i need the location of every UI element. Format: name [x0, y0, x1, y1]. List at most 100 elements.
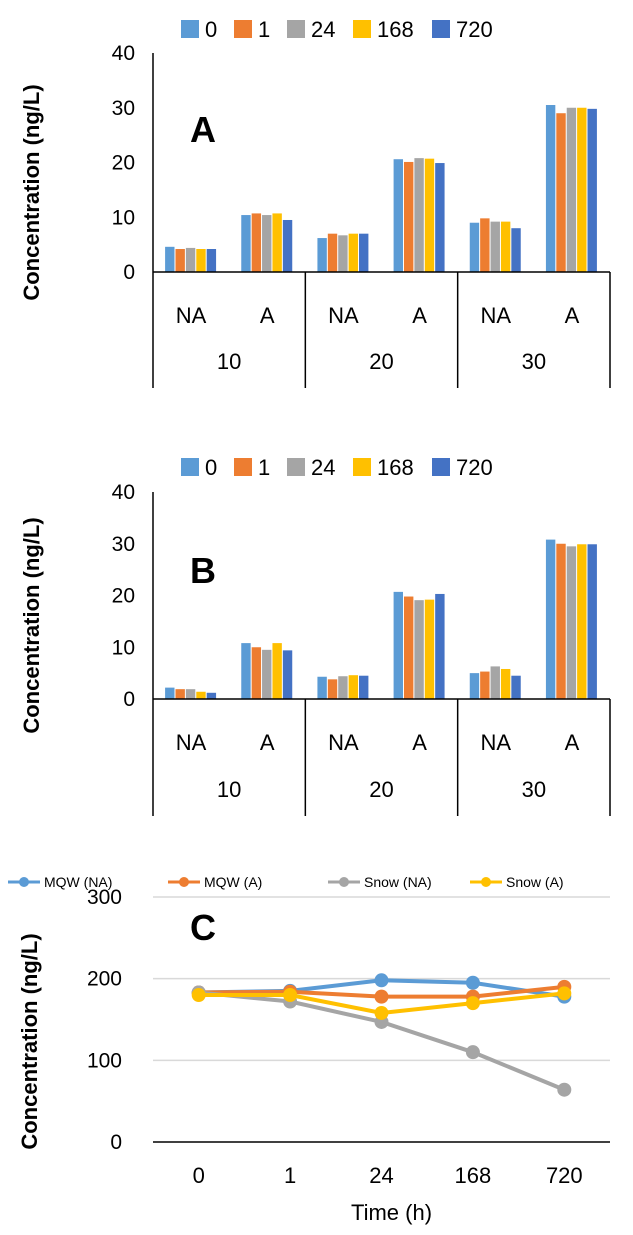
bar	[500, 668, 511, 699]
bar	[338, 676, 348, 699]
bar	[241, 215, 251, 272]
data-point	[374, 973, 389, 988]
y-axis-title: Concentration (ng/L)	[17, 933, 42, 1149]
legend-label: Snow (NA)	[364, 874, 432, 890]
bar	[282, 219, 293, 272]
y-tick-label: 10	[112, 636, 135, 659]
bar	[206, 249, 217, 272]
y-tick-label: 20	[112, 585, 135, 608]
legend-swatch	[353, 458, 371, 476]
bar	[403, 161, 414, 272]
bar	[566, 546, 577, 699]
bar	[206, 692, 217, 699]
bar	[414, 158, 424, 272]
x-category-label: NA	[480, 303, 511, 328]
bar	[317, 238, 327, 272]
x-category-label: A	[565, 303, 580, 328]
x-group-label: 30	[522, 777, 546, 802]
bar	[175, 249, 185, 272]
data-point	[557, 986, 572, 1001]
y-tick-label: 10	[112, 206, 135, 229]
legend-swatch	[432, 20, 450, 38]
bar	[414, 600, 424, 699]
legend-label: 168	[377, 455, 414, 480]
bar	[556, 113, 566, 272]
legend-label: 24	[311, 17, 335, 42]
legend-label: 1	[258, 455, 270, 480]
x-category-label: NA	[328, 303, 359, 328]
x-group-label: 30	[522, 349, 546, 374]
bar	[393, 159, 403, 272]
y-tick-label: 100	[87, 1049, 122, 1072]
panel-label: B	[190, 550, 216, 591]
y-tick-label: 20	[112, 152, 135, 175]
data-point	[465, 996, 480, 1011]
x-category-label: NA	[176, 303, 207, 328]
x-category-label: NA	[176, 730, 207, 755]
data-point	[557, 1082, 572, 1097]
bar	[393, 591, 403, 699]
y-tick-label: 0	[123, 261, 135, 284]
bar	[241, 643, 251, 699]
y-tick-label: 200	[87, 968, 122, 991]
bar	[165, 246, 175, 272]
x-category-label: A	[260, 303, 275, 328]
legend-label: 0	[205, 455, 217, 480]
data-point	[374, 1005, 389, 1020]
x-group-label: 10	[217, 349, 241, 374]
bar	[490, 221, 500, 272]
bar	[511, 675, 521, 699]
bar	[577, 544, 587, 699]
bar	[272, 213, 282, 272]
bar	[435, 163, 445, 272]
bar-chart-a	[152, 20, 611, 388]
bar	[196, 249, 206, 272]
bar	[317, 676, 327, 699]
bar-chart-b	[152, 458, 611, 816]
legend-label: MQW (NA)	[44, 874, 112, 890]
legend-swatch	[287, 458, 305, 476]
bar	[185, 247, 196, 272]
bar	[511, 228, 521, 272]
y-tick-label: 30	[112, 97, 135, 120]
x-tick-label: 24	[369, 1163, 393, 1188]
bar	[359, 233, 369, 272]
y-tick-label: 30	[112, 533, 135, 556]
bar	[282, 650, 293, 699]
line-chart-c	[8, 877, 610, 1143]
legend-marker	[339, 877, 349, 887]
x-tick-label: 0	[193, 1163, 205, 1188]
bar	[251, 213, 262, 272]
legend-label: 1	[258, 17, 270, 42]
x-category-label: NA	[480, 730, 511, 755]
x-group-label: 20	[369, 349, 393, 374]
y-axis-title: Concentration (ng/L)	[19, 84, 44, 300]
panel-label: C	[190, 907, 216, 948]
x-group-label: 10	[217, 777, 241, 802]
data-point	[465, 975, 480, 990]
bar	[348, 233, 359, 272]
y-axis-title: Concentration (ng/L)	[19, 517, 44, 733]
x-category-label: NA	[328, 730, 359, 755]
data-point	[465, 1045, 480, 1060]
legend-swatch	[234, 458, 252, 476]
panel-label: A	[190, 109, 216, 150]
legend-swatch	[234, 20, 252, 38]
bar	[424, 599, 435, 699]
bar	[262, 215, 272, 272]
bar	[185, 689, 196, 699]
bar	[338, 235, 348, 272]
bar	[577, 107, 587, 272]
legend-label: 720	[456, 455, 493, 480]
x-category-label: A	[412, 730, 427, 755]
bar	[587, 108, 597, 272]
data-point	[374, 989, 389, 1004]
bar	[272, 643, 282, 699]
legend-label: MQW (A)	[204, 874, 262, 890]
bar	[348, 675, 359, 699]
y-tick-label: 40	[112, 42, 135, 65]
y-tick-label: 40	[112, 481, 135, 504]
bar	[556, 543, 566, 699]
bar	[545, 105, 556, 272]
x-tick-label: 1	[284, 1163, 296, 1188]
